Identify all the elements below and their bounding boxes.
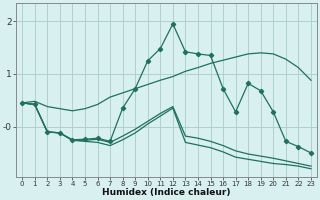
X-axis label: Humidex (Indice chaleur): Humidex (Indice chaleur) (102, 188, 231, 197)
